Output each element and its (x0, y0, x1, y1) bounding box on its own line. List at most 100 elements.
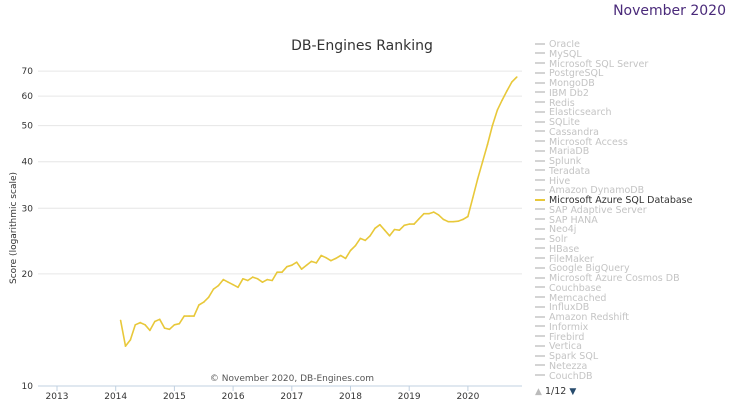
legend-item[interactable]: Firebird (535, 331, 730, 343)
legend-item[interactable]: Netezza (535, 361, 730, 372)
data-point (247, 279, 249, 282)
legend-swatch (535, 208, 545, 211)
data-point (364, 239, 367, 242)
data-point (442, 218, 445, 221)
legend-item-label: SAP Adaptive Server (549, 204, 647, 216)
legend-item[interactable]: Elasticsearch (535, 108, 730, 118)
legend-item[interactable]: Amazon Redshift (535, 313, 730, 323)
legend-item[interactable]: IBM Db2 (535, 87, 730, 99)
legend-item-label: Splunk (549, 156, 582, 167)
data-point (447, 220, 450, 223)
legend-item[interactable]: Splunk (535, 157, 730, 167)
legend-item[interactable]: Microsoft Azure SQL Database (535, 196, 730, 206)
legend-swatch (535, 257, 545, 259)
legend-item[interactable]: SQLite (535, 118, 730, 128)
legend-swatch (535, 149, 545, 152)
legend-item[interactable]: CouchDB (535, 370, 730, 382)
legend-item[interactable]: MySQL (535, 49, 730, 60)
legend-item-label: MongoDB (549, 78, 595, 89)
data-point (276, 271, 278, 274)
data-point (344, 257, 347, 260)
legend-item[interactable]: Microsoft Azure Cosmos DB (535, 274, 730, 284)
y-tick-label: 60 (22, 92, 34, 102)
data-point (486, 143, 489, 146)
data-point (339, 254, 342, 257)
data-point (418, 218, 420, 220)
legend-item[interactable]: SAP HANA (535, 215, 730, 226)
legend-item[interactable]: Redis (535, 97, 730, 109)
legend-item[interactable]: SAP Adaptive Server (535, 204, 730, 216)
legend-item[interactable]: Vertica (535, 342, 730, 352)
legend-item[interactable]: HBase (535, 243, 730, 255)
legend-item[interactable]: PostgreSQL (535, 69, 730, 79)
legend-item[interactable]: Neo4j (535, 225, 730, 235)
legend-item-label: SQLite (549, 117, 581, 128)
legend-swatch (535, 276, 545, 279)
data-point (295, 261, 298, 264)
legend-item-label: Amazon DynamoDB (549, 185, 645, 197)
legend-item-label: Couchbase (549, 282, 602, 294)
data-point (183, 315, 185, 317)
legend-item-label: CouchDB (549, 370, 593, 382)
legend-swatch (535, 62, 545, 64)
report-date: November 2020 (613, 3, 726, 19)
legend-item[interactable]: Oracle (535, 40, 730, 50)
legend-item-label: IBM Db2 (549, 87, 589, 99)
legend-swatch (535, 296, 545, 298)
legend-item[interactable]: Teradata (535, 166, 730, 177)
data-point (452, 220, 455, 223)
legend-swatch (535, 354, 545, 357)
legend-swatch (535, 286, 545, 289)
legend-item[interactable]: FileMaker (535, 254, 730, 265)
legend-item-label: HBase (549, 243, 580, 255)
data-point (232, 283, 234, 286)
legend-item-label: Redis (549, 97, 575, 109)
legend-item-label: Microsoft Azure Cosmos DB (549, 273, 680, 284)
data-point (388, 235, 391, 237)
legend-item-label: MariaDB (549, 146, 590, 158)
legend-item[interactable]: Hive (535, 176, 730, 187)
data-point (393, 228, 396, 231)
data-point (207, 296, 210, 299)
x-tick-label: 2014 (104, 392, 127, 402)
legend-swatch (535, 305, 545, 308)
data-point (144, 324, 146, 326)
data-point (251, 276, 254, 278)
legend-prev-page-icon[interactable]: ▲ (535, 387, 542, 397)
legend-item-label: Microsoft Azure SQL Database (549, 195, 693, 206)
legend-item[interactable]: Google BigQuery (535, 264, 730, 274)
legend-item[interactable]: Amazon DynamoDB (535, 186, 730, 196)
x-tick-label: 2017 (280, 392, 303, 402)
legend-item-label: Firebird (549, 331, 585, 343)
legend-item[interactable]: Couchbase (535, 282, 730, 294)
y-tick-label: 10 (22, 382, 34, 392)
legend-item[interactable]: Solr (535, 235, 730, 245)
x-tick-label: 2015 (163, 392, 186, 402)
data-point (227, 281, 229, 284)
legend-item[interactable]: Memcached (535, 293, 730, 304)
y-tick-label: 30 (22, 204, 34, 214)
legend-swatch (535, 130, 545, 133)
data-point (203, 301, 205, 303)
legend-item[interactable]: Microsoft Access (535, 137, 730, 148)
data-point (349, 249, 352, 252)
legend-item-label: Oracle (549, 40, 580, 50)
legend-swatch (535, 266, 545, 269)
legend-swatch (535, 198, 545, 201)
series-line[interactable] (119, 76, 518, 347)
data-point (369, 235, 371, 237)
legend-swatch (535, 374, 545, 376)
legend-item[interactable]: InfluxDB (535, 303, 730, 313)
y-axis-ticks: 10 20 30 40 50 60 70 (22, 67, 34, 392)
legend-next-page-icon[interactable]: ▼ (569, 387, 577, 397)
legend-item[interactable]: MongoDB (535, 79, 730, 89)
data-point (149, 329, 151, 332)
legend-item[interactable]: Informix (535, 322, 730, 333)
legend-item[interactable]: Cassandra (535, 126, 730, 138)
legend-item[interactable]: Spark SQL (535, 352, 730, 362)
legend-item[interactable]: Microsoft SQL Server (535, 59, 730, 70)
data-point (281, 271, 283, 274)
legend-item[interactable]: MariaDB (535, 147, 730, 157)
legend-item-label: Cassandra (549, 126, 599, 138)
data-point (310, 260, 313, 263)
